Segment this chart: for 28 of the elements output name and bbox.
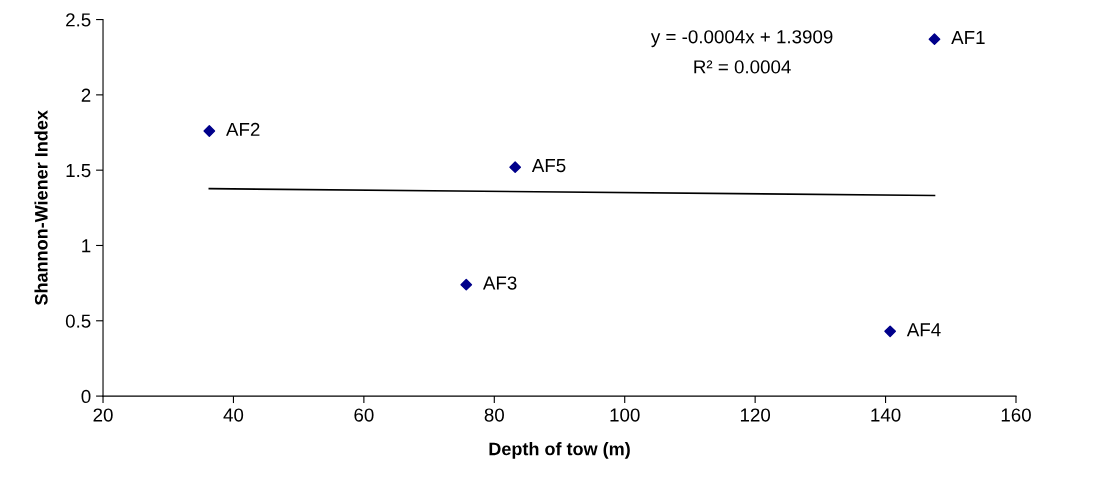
annotation: AF2 [226,122,260,136]
annotation: AF1 [951,31,985,44]
y-tick-label: 2.5 [66,13,91,27]
annotation: R² = 0.0004 [694,60,791,74]
x-tick-label: 40 [223,408,244,422]
x-tick-label: 80 [484,408,504,422]
point [460,278,473,291]
point [203,125,216,137]
point [928,33,941,46]
y-tick-label: 1.5 [66,164,91,178]
x-tick-label: 140 [871,408,901,422]
y-tick-label: 0 [81,389,91,404]
x-tick-label: 100 [610,408,640,422]
x-axis-title: Depth of tow (m) [489,442,630,459]
annotation: AF5 [531,159,566,173]
y-tick-label: 1 [82,239,91,253]
x-tick-label: 120 [740,408,771,422]
y-tick-label: 2 [81,88,91,102]
point [509,161,522,174]
x-tick-label: 160 [1001,408,1031,422]
point [884,325,897,338]
annotation: AF3 [482,276,517,290]
x-tick-label: 20 [93,408,113,422]
y-axis-title: Shannon-Wiener Index [34,110,48,306]
y-tick-label: 0.5 [65,314,91,328]
x-tick-label: 60 [354,408,374,422]
annotation: y = -0.0004x + 1.3909 [650,30,833,48]
annotation: AF4 [906,323,941,337]
